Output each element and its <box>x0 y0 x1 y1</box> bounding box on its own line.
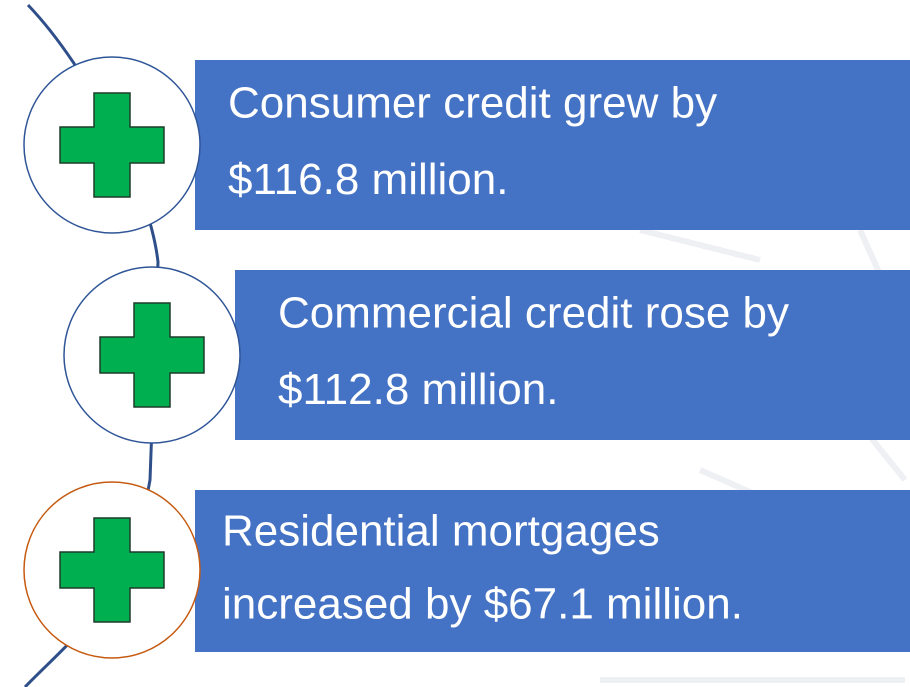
item-text: Consumer credit grew by <box>228 79 717 128</box>
item-text: $112.8 million. <box>278 365 558 414</box>
items: Consumer credit grew by$116.8 million.Co… <box>23 56 910 659</box>
plus-icon <box>59 92 165 198</box>
item-text: Commercial credit rose by <box>278 289 789 338</box>
item-text: $116.8 million. <box>228 155 508 204</box>
item: Commercial credit rose by $112.8 million. <box>63 266 910 444</box>
text-banner <box>195 490 910 652</box>
item: Residential mortgages increased by $67.1 … <box>23 481 910 659</box>
text-banner <box>235 270 910 440</box>
item: Consumer credit grew by $116.8 million. <box>23 56 910 234</box>
plus-icon <box>99 302 205 408</box>
plus-icon <box>59 517 165 623</box>
item-text: increased by $67.1 million. <box>222 579 743 628</box>
item-text: Residential mortgages <box>222 506 660 555</box>
text-banner <box>195 60 910 230</box>
